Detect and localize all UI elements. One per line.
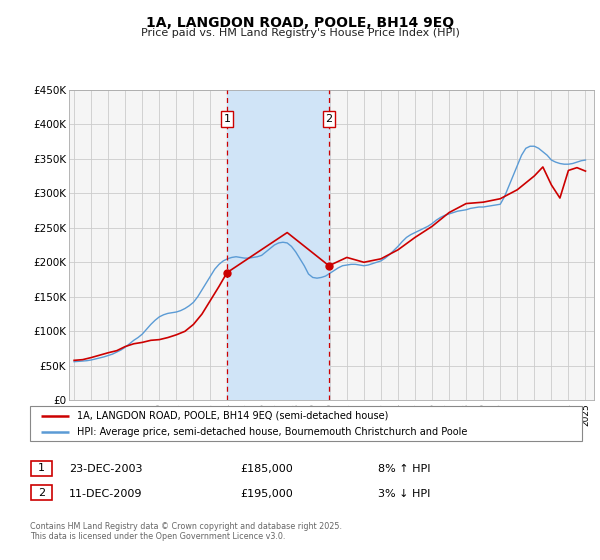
Bar [227, 90, 329, 400]
Text: Contains HM Land Registry data © Crown copyright and database right 2025.
This d: Contains HM Land Registry data © Crown c… [30, 522, 342, 542]
Text: £185,000: £185,000 [240, 464, 293, 474]
Text: 1: 1 [38, 463, 45, 473]
Text: 3% ↓ HPI: 3% ↓ HPI [378, 489, 430, 499]
Text: 8% ↑ HPI: 8% ↑ HPI [378, 464, 431, 474]
Text: 2: 2 [325, 114, 332, 124]
Text: 1A, LANGDON ROAD, POOLE, BH14 9EQ (semi-detached house): 1A, LANGDON ROAD, POOLE, BH14 9EQ (semi-… [77, 411, 388, 421]
FancyBboxPatch shape [31, 485, 52, 501]
Text: 11-DEC-2009: 11-DEC-2009 [69, 489, 143, 499]
Text: 1A, LANGDON ROAD, POOLE, BH14 9EQ: 1A, LANGDON ROAD, POOLE, BH14 9EQ [146, 16, 454, 30]
FancyBboxPatch shape [31, 460, 52, 476]
FancyBboxPatch shape [30, 406, 582, 441]
Text: HPI: Average price, semi-detached house, Bournemouth Christchurch and Poole: HPI: Average price, semi-detached house,… [77, 427, 467, 437]
Text: 23-DEC-2003: 23-DEC-2003 [69, 464, 143, 474]
Text: £195,000: £195,000 [240, 489, 293, 499]
Text: Price paid vs. HM Land Registry's House Price Index (HPI): Price paid vs. HM Land Registry's House … [140, 28, 460, 38]
Text: 2: 2 [38, 488, 45, 498]
Text: 1: 1 [224, 114, 230, 124]
